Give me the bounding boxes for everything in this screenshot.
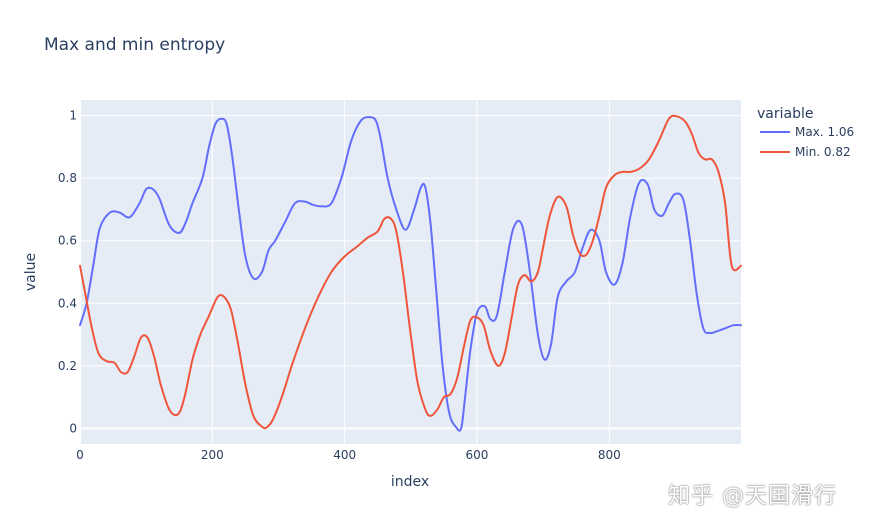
legend[interactable]: variable Max. 1.06 Min. 0.82 (757, 106, 854, 159)
y-tick-label: 0.2 (58, 359, 77, 373)
series-lines (79, 114, 742, 432)
x-tick-label: 200 (201, 448, 224, 462)
series-line-1 (79, 116, 742, 432)
legend-item-label[interactable]: Max. 1.06 (795, 125, 854, 139)
legend-title: variable (757, 106, 813, 122)
legend-item-label[interactable]: Min. 0.82 (795, 145, 851, 159)
x-tick-label: 0 (76, 448, 84, 462)
x-tick-label: 600 (466, 448, 489, 462)
series-line-2 (79, 114, 742, 430)
y-tick-label: 0.8 (58, 171, 77, 185)
chart-title: Max and min entropy (44, 35, 225, 55)
y-tick-label: 1 (69, 109, 77, 123)
y-tick-label: 0 (69, 421, 77, 435)
y-tick-label: 0.6 (58, 234, 77, 248)
y-axis-label: value (23, 253, 39, 291)
x-axis-label: index (391, 474, 429, 490)
plot-area (80, 100, 741, 444)
y-tick-label: 0.4 (58, 296, 77, 310)
watermark: 知乎 @天国滑行 (668, 484, 837, 509)
tick-labels: 0 200 400 600 800 0 0.2 0.4 0.6 0.8 1 (58, 109, 621, 462)
x-tick-label: 800 (598, 448, 621, 462)
x-tick-label: 400 (333, 448, 356, 462)
